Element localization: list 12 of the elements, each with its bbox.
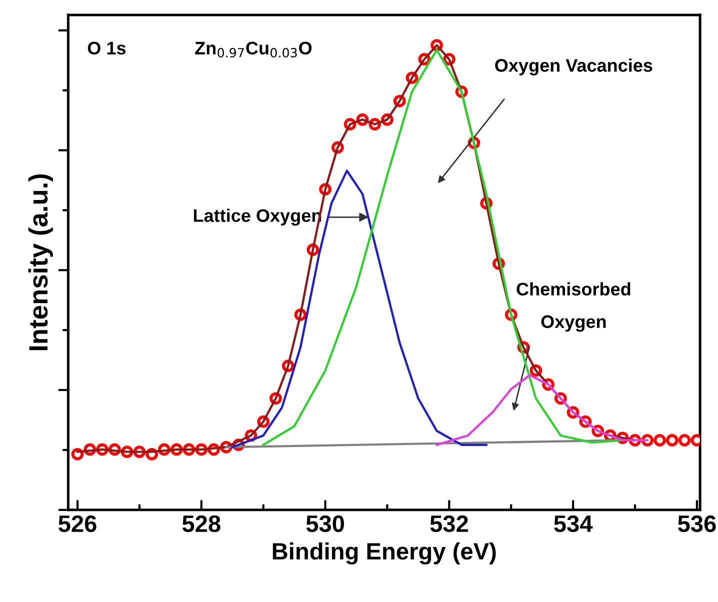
x-tick-label: 536	[678, 515, 716, 532]
annotation: Zn$_{0.97}$Cu$_{0.03}$O	[195, 42, 312, 58]
annotation: O 1s	[88, 42, 126, 55]
x-tick-label: 528	[182, 515, 220, 532]
x-tick-label: 526	[58, 515, 96, 532]
x-tick-label: 532	[430, 515, 468, 532]
x-tick-label: 534	[554, 515, 593, 532]
annotation: Oxygen Vacancies	[495, 58, 652, 76]
x-tick-label: 530	[306, 515, 344, 532]
x-axis-title: Binding Energy (eV)	[272, 542, 496, 564]
annotation: Chemisorbed Oxygen	[516, 282, 630, 332]
y-axis-title: Intensity (a.u.)	[28, 174, 53, 350]
